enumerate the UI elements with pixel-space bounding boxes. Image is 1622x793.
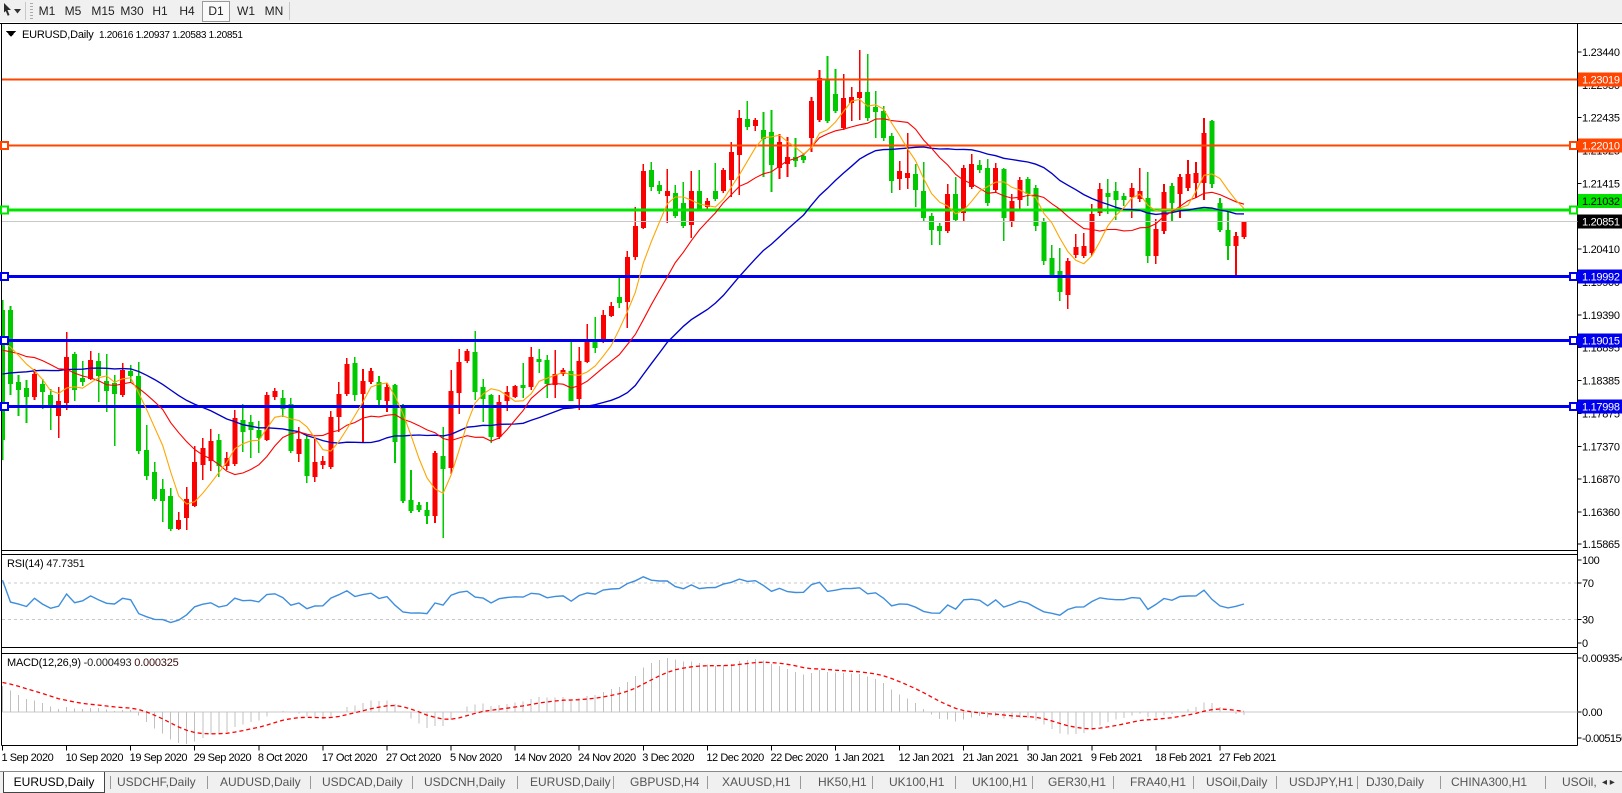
svg-text:1.20851: 1.20851: [1582, 217, 1620, 229]
svg-text:1.16360: 1.16360: [1582, 507, 1620, 519]
svg-text:17 Oct 2020: 17 Oct 2020: [322, 752, 377, 764]
svg-text:18 Feb 2021: 18 Feb 2021: [1155, 752, 1212, 764]
svg-text:1.22435: 1.22435: [1582, 112, 1620, 124]
svg-text:5 Nov 2020: 5 Nov 2020: [450, 752, 502, 764]
svg-text:12 Dec 2020: 12 Dec 2020: [706, 752, 764, 764]
svg-text:14 Nov 2020: 14 Nov 2020: [514, 752, 572, 764]
svg-text:-0.005156: -0.005156: [1582, 733, 1622, 745]
svg-text:1.18385: 1.18385: [1582, 376, 1620, 388]
svg-text:70: 70: [1582, 578, 1594, 590]
svg-text:1.21415: 1.21415: [1582, 179, 1620, 191]
svg-text:27 Feb 2021: 27 Feb 2021: [1219, 752, 1276, 764]
svg-text:1 Sep 2020: 1 Sep 2020: [2, 752, 54, 764]
svg-text:1.23019: 1.23019: [1582, 75, 1620, 87]
svg-text:1 Jan 2021: 1 Jan 2021: [835, 752, 885, 764]
svg-text:RSI(14) 47.7351: RSI(14) 47.7351: [7, 558, 85, 570]
svg-text:3 Dec 2020: 3 Dec 2020: [642, 752, 694, 764]
svg-text:1.16870: 1.16870: [1582, 474, 1620, 486]
svg-text:30: 30: [1582, 615, 1594, 627]
svg-text:27 Oct 2020: 27 Oct 2020: [386, 752, 441, 764]
svg-text:30 Jan 2021: 30 Jan 2021: [1027, 752, 1083, 764]
svg-text:MACD(12,26,9) -0.000493 0.0003: MACD(12,26,9) -0.000493 0.000325: [7, 657, 179, 669]
svg-text:EURUSD,Daily 1.20616 1.20937 1: EURUSD,Daily 1.20616 1.20937 1.20583 1.2…: [22, 29, 243, 41]
svg-text:1.22010: 1.22010: [1582, 141, 1620, 153]
svg-text:1.23440: 1.23440: [1582, 47, 1620, 59]
svg-text:100: 100: [1582, 555, 1600, 567]
svg-text:1.19390: 1.19390: [1582, 310, 1620, 322]
svg-text:1.17998: 1.17998: [1582, 402, 1620, 414]
svg-text:22 Dec 2020: 22 Dec 2020: [770, 752, 828, 764]
svg-text:8 Oct 2020: 8 Oct 2020: [258, 752, 308, 764]
svg-text:0.00: 0.00: [1582, 707, 1602, 719]
svg-text:21 Jan 2021: 21 Jan 2021: [963, 752, 1019, 764]
svg-text:12 Jan 2021: 12 Jan 2021: [899, 752, 955, 764]
svg-text:24 Nov 2020: 24 Nov 2020: [578, 752, 636, 764]
svg-text:0: 0: [1582, 638, 1588, 650]
svg-text:1.17370: 1.17370: [1582, 441, 1620, 453]
svg-text:1.19992: 1.19992: [1582, 272, 1620, 284]
svg-text:29 Sep 2020: 29 Sep 2020: [194, 752, 252, 764]
svg-text:1.19015: 1.19015: [1582, 336, 1620, 348]
svg-text:19 Sep 2020: 19 Sep 2020: [130, 752, 188, 764]
svg-text:1.21032: 1.21032: [1582, 196, 1620, 208]
svg-text:1.20410: 1.20410: [1582, 244, 1620, 256]
svg-text:10 Sep 2020: 10 Sep 2020: [66, 752, 124, 764]
svg-text:0.009354: 0.009354: [1582, 653, 1622, 665]
svg-text:9 Feb 2021: 9 Feb 2021: [1091, 752, 1142, 764]
svg-text:1.15865: 1.15865: [1582, 539, 1620, 551]
